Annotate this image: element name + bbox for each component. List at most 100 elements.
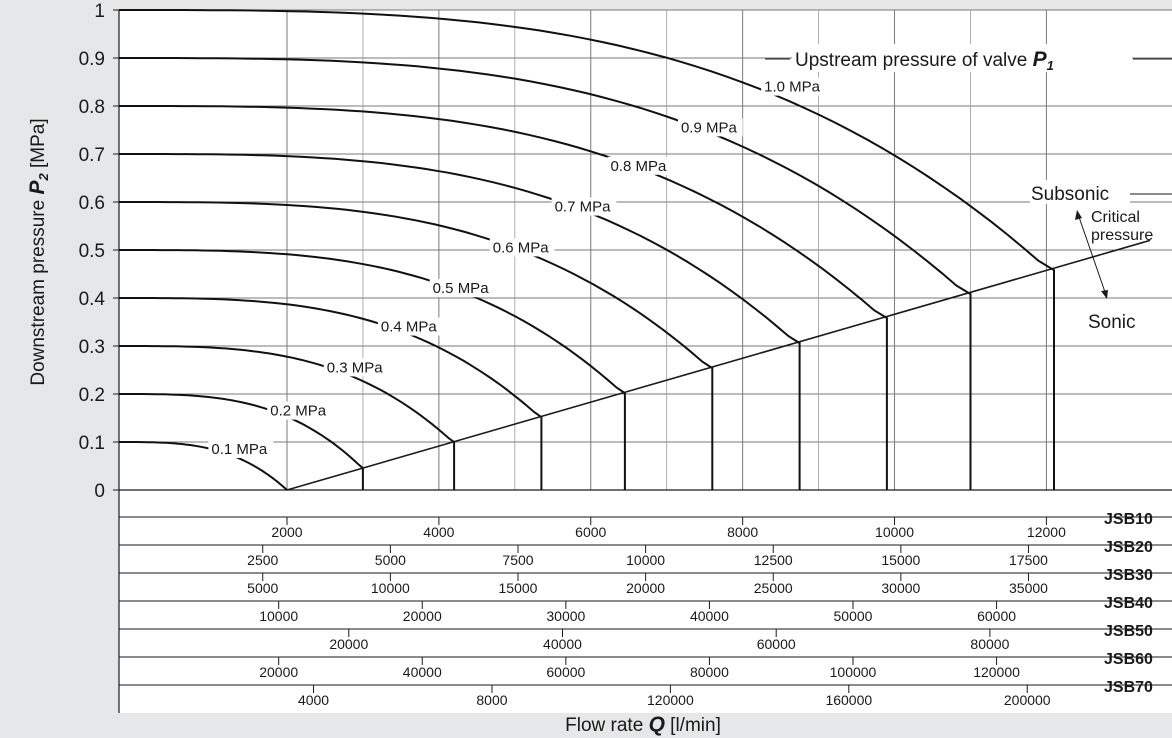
scale-tick-label: 5000	[247, 580, 278, 596]
critical-arrow-head-down	[1101, 290, 1108, 299]
scale-tick-label: 20000	[626, 580, 665, 596]
curve-label: 1.0 MPa	[764, 79, 821, 96]
scale-tick-label: 40000	[690, 608, 729, 624]
y-tick-label: 0.1	[79, 433, 105, 454]
scale-tick-label: 160000	[825, 692, 872, 708]
scale-tick-label: 50000	[834, 608, 873, 624]
curve-label: 0.7 MPa	[555, 199, 612, 216]
scale-tick-label: 12500	[754, 552, 793, 568]
y-tick-label: 0.3	[79, 337, 105, 358]
critical-pressure-label-2: pressure	[1091, 227, 1153, 244]
pressure-curve-10mpa	[119, 9, 1055, 490]
pressure-curve-03mpa	[119, 345, 456, 490]
pressure-curve-08mpa	[119, 105, 888, 490]
scale-tick-label: 17500	[1009, 552, 1048, 568]
critical-pressure-label-1: Critical	[1091, 209, 1140, 226]
scale-tick-label: 80000	[690, 664, 729, 680]
scale-tick-label: 40000	[543, 636, 582, 652]
x-axis-label: Flow rate Q [l/min]	[565, 713, 721, 736]
curve-label: 0.3 MPa	[327, 359, 384, 376]
pressure-curve-07mpa	[119, 153, 801, 490]
curve-label: 0.6 MPa	[493, 239, 550, 256]
pressure-curve-04mpa	[119, 297, 543, 490]
scale-tick-label: 30000	[546, 608, 585, 624]
subsonic-backdrop	[1030, 180, 1130, 204]
scale-tick-label: 4000	[423, 524, 454, 540]
y-tick-label: 0.2	[79, 385, 105, 406]
scale-tick-label: 120000	[647, 692, 694, 708]
y-tick-label: 0.6	[79, 193, 105, 214]
upstream-label: Upstream pressure of valve P1	[795, 48, 1054, 73]
scale-name-jsb50: JSB50	[1104, 623, 1153, 640]
curve-label-backdrop	[761, 77, 826, 96]
curve-label-backdrop	[607, 156, 673, 175]
y-axis-ticks: 0 0.1 0.2 0.3 0.4 0.5 0.6 0.7 0.8 0.9 1	[79, 1, 119, 502]
curve-label: 0.5 MPa	[433, 280, 490, 297]
pressure-curves: 0.1 MPa 0.2 MPa 0.3 MPa 0.4 MPa 0.5 MPa 0.6 M…	[119, 9, 1055, 491]
curve-label: 0.8 MPa	[610, 158, 667, 175]
y-tick-label: 1	[94, 1, 105, 22]
plot-area	[119, 10, 1172, 713]
scale-tick-label: 12000	[1027, 524, 1066, 540]
scale-tick-label: 60000	[757, 636, 796, 652]
critical-arrow-shaft	[1078, 216, 1106, 293]
y-tick-label: 0.7	[79, 145, 105, 166]
scale-tick-label: 4000	[298, 692, 329, 708]
y-tick-label: 0.5	[79, 241, 105, 262]
scale-tick-label: 20000	[259, 664, 298, 680]
curve-label-backdrop	[323, 358, 389, 377]
scale-tick-label: 8000	[727, 524, 758, 540]
scale-tick-label: 2000	[271, 524, 302, 540]
scale-tick-label: 20000	[329, 636, 368, 652]
y-tick-label: 0	[94, 481, 105, 502]
pressure-curve-05mpa	[119, 249, 626, 490]
pressure-curve-01mpa	[119, 441, 288, 491]
critical-pressure-layer	[286, 239, 1151, 491]
scale-tick-label: 10000	[626, 552, 665, 568]
curve-label: 0.1 MPa	[211, 441, 268, 458]
curve-label-backdrop	[489, 238, 555, 257]
scale-tick-label: 10000	[259, 608, 298, 624]
curve-label: 0.9 MPa	[681, 119, 738, 136]
curve-label: 0.4 MPa	[381, 319, 438, 336]
scale-tick-label: 100000	[830, 664, 877, 680]
scale-tick-label: 5000	[375, 552, 406, 568]
pressure-curve-02mpa	[119, 393, 364, 490]
scale-tick-label: 10000	[371, 580, 410, 596]
curve-label-backdrop	[377, 317, 443, 336]
pressure-curve-09mpa	[119, 57, 972, 490]
scale-name-jsb70: JSB70	[1104, 679, 1153, 696]
scale-name-jsb20: JSB20	[1104, 539, 1153, 556]
scale-tick-label: 120000	[973, 664, 1020, 680]
curve-label: 0.2 MPa	[270, 403, 327, 420]
scale-tick-label: 25000	[754, 580, 793, 596]
scale-tick-label: 200000	[1004, 692, 1051, 708]
scale-tick-label: 20000	[403, 608, 442, 624]
scale-tick-label: 7500	[502, 552, 533, 568]
scale-name-jsb10: JSB10	[1104, 511, 1153, 528]
critical-arrow-head-up	[1075, 210, 1082, 220]
subsonic-label: Subsonic	[1031, 184, 1109, 205]
scale-tick-label: 40000	[403, 664, 442, 680]
scale-tick-label: 15000	[881, 552, 920, 568]
y-tick-label: 0.8	[79, 97, 105, 118]
scale-tick-label: 60000	[977, 608, 1016, 624]
scale-tick-label: 8000	[476, 692, 507, 708]
curve-label-backdrop	[551, 197, 617, 216]
sonic-label: Sonic	[1088, 312, 1136, 333]
scale-tick-label: 10000	[875, 524, 914, 540]
curve-label-backdrop	[267, 401, 333, 420]
y-axis-label: Downstream pressure P2 [MPa]	[26, 118, 51, 385]
scale-tick-label: 6000	[575, 524, 606, 540]
scale-name-jsb60: JSB60	[1104, 651, 1153, 668]
scale-tick-label: 60000	[546, 664, 585, 680]
y-tick-label: 0.4	[79, 289, 106, 310]
scale-tick-label: 15000	[499, 580, 538, 596]
upstream-pressure-annotation: Upstream pressure of valve P1	[765, 44, 1172, 73]
critical-pressure-line	[286, 239, 1151, 491]
curve-label-backdrop	[429, 279, 495, 298]
zone-labels: Subsonic Critical pressure Sonic	[1030, 180, 1172, 333]
upstream-label-backdrop	[792, 44, 1132, 72]
curve-label-backdrop	[677, 118, 743, 137]
